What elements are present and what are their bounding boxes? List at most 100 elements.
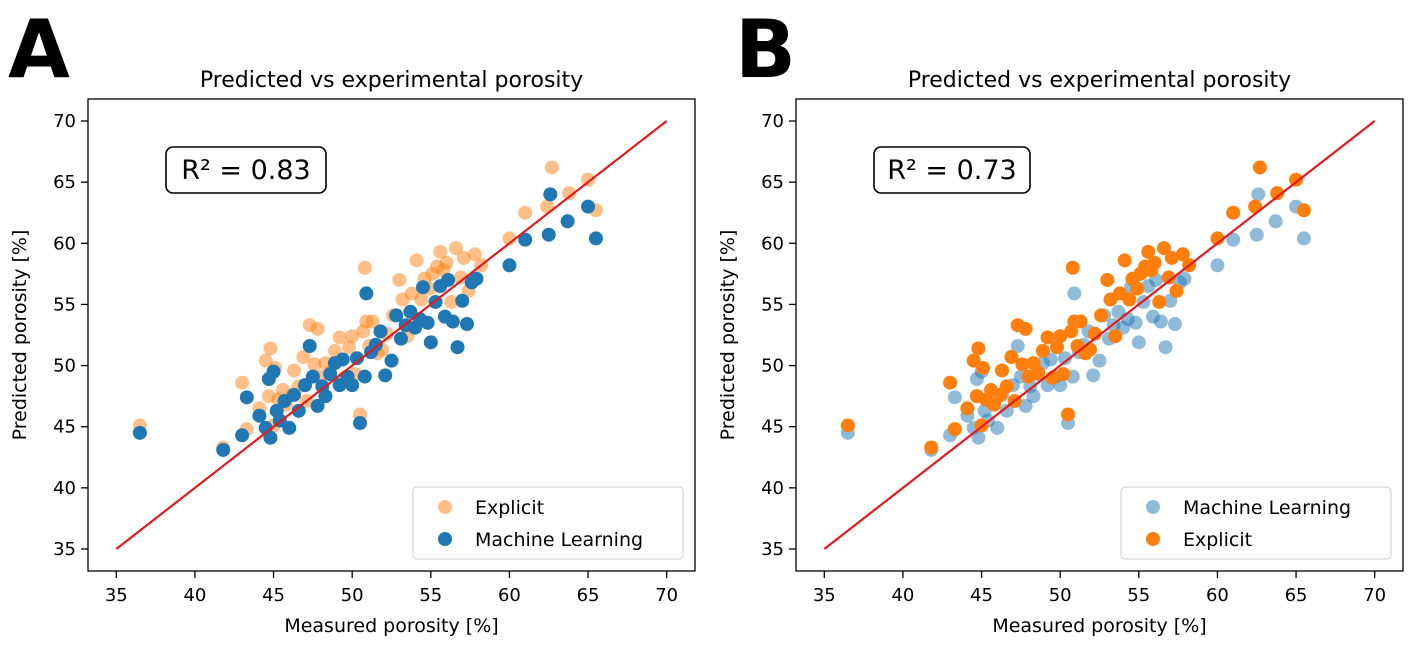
point-explicit	[1035, 343, 1050, 358]
point-explicit	[1108, 329, 1123, 344]
x-tick-label: 40	[891, 585, 914, 606]
chart-title: Predicted vs experimental porosity	[200, 68, 583, 93]
y-tick-label: 55	[53, 294, 76, 315]
x-tick-label: 70	[655, 585, 678, 606]
point-machine-learning	[1153, 314, 1168, 329]
point-machine-learning	[266, 364, 281, 379]
point-machine-learning	[291, 403, 306, 418]
x-tick-label: 40	[183, 585, 206, 606]
point-explicit	[924, 440, 939, 455]
point-explicit	[1156, 241, 1171, 256]
point-machine-learning	[239, 390, 254, 405]
point-explicit	[467, 247, 482, 262]
x-tick-label: 60	[1206, 585, 1229, 606]
y-tick-label: 40	[53, 478, 76, 499]
point-machine-learning	[999, 403, 1014, 418]
point-explicit	[342, 340, 357, 355]
point-machine-learning	[560, 214, 575, 229]
point-machine-learning	[1111, 304, 1126, 319]
point-explicit	[444, 294, 459, 309]
point-explicit	[439, 255, 454, 270]
legend-label: Machine Learning	[1183, 497, 1351, 519]
point-explicit	[1056, 367, 1071, 382]
x-tick-label: 65	[577, 585, 600, 606]
point-machine-learning	[1086, 368, 1101, 383]
point-machine-learning	[502, 258, 517, 273]
x-axis-label: Measured porosity [%]	[992, 615, 1206, 637]
point-explicit	[456, 250, 471, 265]
x-tick-label: 55	[419, 585, 442, 606]
point-machine-learning	[368, 337, 383, 352]
point-explicit	[332, 330, 347, 345]
point-machine-learning	[132, 425, 147, 440]
point-machine-learning	[1296, 231, 1311, 246]
point-machine-learning	[518, 232, 533, 247]
legend-marker	[1146, 532, 1160, 546]
point-machine-learning	[263, 430, 278, 445]
point-machine-learning	[543, 187, 558, 202]
point-explicit	[357, 260, 372, 275]
y-tick-label: 40	[761, 478, 784, 499]
y-tick-label: 70	[761, 111, 784, 132]
y-tick-label: 60	[761, 233, 784, 254]
point-explicit	[1073, 314, 1088, 329]
point-machine-learning	[216, 442, 231, 457]
point-machine-learning	[1177, 271, 1192, 286]
point-machine-learning	[1268, 214, 1283, 229]
point-machine-learning	[450, 340, 465, 355]
point-machine-learning	[1251, 187, 1266, 202]
point-explicit	[1141, 244, 1156, 259]
identity-line	[115, 120, 668, 550]
annotation-box	[165, 146, 327, 194]
point-explicit	[562, 186, 577, 201]
y-tick-label: 70	[53, 111, 76, 132]
point-explicit	[960, 401, 975, 416]
point-explicit	[1296, 203, 1311, 218]
point-explicit	[1015, 357, 1030, 372]
series-machine-learning	[132, 187, 603, 457]
legend-marker	[438, 532, 452, 546]
point-explicit	[971, 341, 986, 356]
point-machine-learning	[384, 353, 399, 368]
point-explicit	[1122, 292, 1137, 307]
point-explicit	[1161, 270, 1176, 285]
y-tick-label: 55	[761, 294, 784, 315]
point-explicit	[947, 422, 962, 437]
point-explicit	[1289, 172, 1304, 187]
legend	[412, 486, 684, 560]
point-explicit	[1050, 340, 1065, 355]
point-machine-learning	[1018, 398, 1033, 413]
point-machine-learning	[335, 352, 350, 367]
point-machine-learning	[252, 408, 267, 423]
point-explicit	[1117, 253, 1132, 268]
x-tick-label: 50	[1049, 585, 1072, 606]
point-explicit	[1252, 160, 1267, 175]
x-tick-label: 35	[105, 585, 128, 606]
point-machine-learning	[990, 420, 1005, 435]
point-explicit	[287, 363, 302, 378]
y-tick-label: 45	[53, 417, 76, 438]
point-machine-learning	[420, 315, 435, 330]
r-squared-annotation: R² = 0.83	[181, 155, 311, 186]
point-explicit	[1164, 250, 1179, 265]
y-tick-label: 65	[53, 172, 76, 193]
point-explicit	[966, 353, 981, 368]
point-machine-learning	[378, 368, 393, 383]
point-machine-learning	[1128, 315, 1143, 330]
point-explicit	[258, 353, 273, 368]
point-explicit	[1100, 272, 1115, 287]
point-explicit	[840, 418, 855, 433]
point-machine-learning	[235, 428, 250, 443]
point-machine-learning	[302, 339, 317, 354]
point-machine-learning	[947, 390, 962, 405]
point-explicit	[448, 241, 463, 256]
point-machine-learning	[1026, 389, 1041, 404]
point-machine-learning	[345, 378, 360, 393]
point-explicit	[392, 272, 407, 287]
chart-title: Predicted vs experimental porosity	[908, 68, 1291, 93]
point-explicit	[1169, 283, 1184, 298]
point-explicit	[1175, 247, 1190, 262]
legend-label: Explicit	[1183, 529, 1252, 551]
legend-label: Machine Learning	[475, 529, 643, 551]
